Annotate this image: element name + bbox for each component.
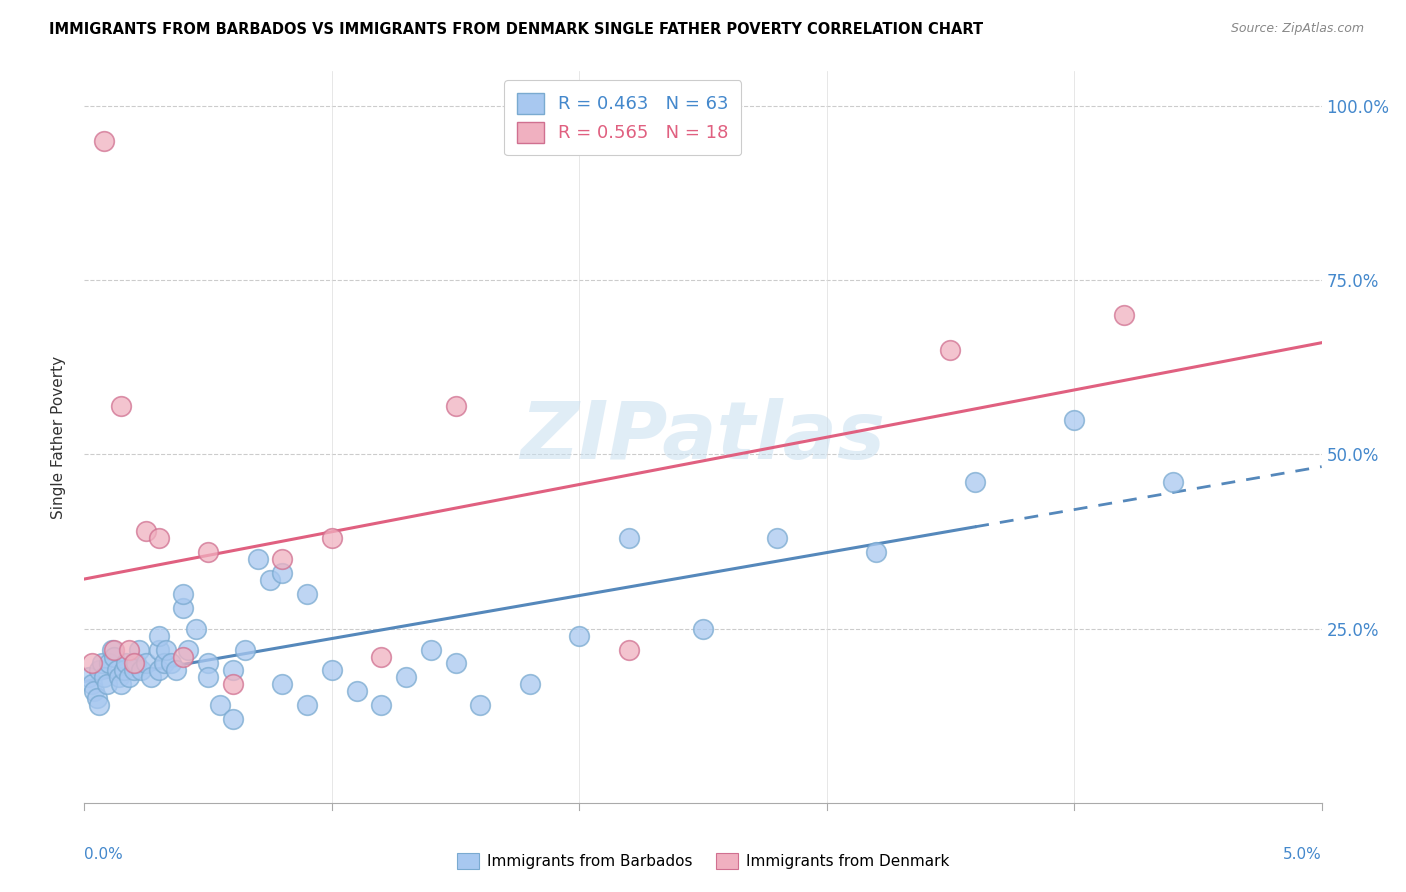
Point xyxy=(79,670,101,684)
Point xyxy=(444,657,467,671)
Point xyxy=(271,552,294,566)
Point xyxy=(172,587,194,601)
Point xyxy=(103,649,125,664)
Point xyxy=(118,670,141,684)
Point xyxy=(965,475,987,490)
Point xyxy=(135,524,157,538)
Point xyxy=(370,649,392,664)
Point xyxy=(108,670,131,684)
Point xyxy=(321,664,343,678)
Point xyxy=(172,649,194,664)
Text: ZIPatlas: ZIPatlas xyxy=(520,398,886,476)
Y-axis label: Single Father Poverty: Single Father Poverty xyxy=(51,356,66,518)
Point xyxy=(692,622,714,636)
Point xyxy=(90,657,112,671)
Point xyxy=(135,657,157,671)
Point xyxy=(222,664,245,678)
Point xyxy=(346,684,368,698)
Point xyxy=(1063,412,1085,426)
Point xyxy=(222,677,245,691)
Point xyxy=(271,566,294,580)
Point xyxy=(519,677,541,691)
Text: 0.0%: 0.0% xyxy=(84,847,124,862)
Point xyxy=(98,657,121,671)
Text: 5.0%: 5.0% xyxy=(1282,847,1322,862)
Point xyxy=(295,587,318,601)
Point xyxy=(103,642,125,657)
Point xyxy=(395,670,418,684)
Point xyxy=(86,691,108,706)
Legend: Immigrants from Barbados, Immigrants from Denmark: Immigrants from Barbados, Immigrants fro… xyxy=(450,847,956,875)
Point xyxy=(110,399,132,413)
Point xyxy=(177,642,200,657)
Point xyxy=(568,629,591,643)
Point xyxy=(80,677,103,691)
Point xyxy=(259,573,281,587)
Point xyxy=(112,664,135,678)
Point xyxy=(1161,475,1184,490)
Point xyxy=(939,343,962,357)
Point xyxy=(122,664,145,678)
Point xyxy=(148,531,170,545)
Point xyxy=(370,698,392,713)
Point xyxy=(321,531,343,545)
Point xyxy=(148,642,170,657)
Point xyxy=(105,664,128,678)
Point xyxy=(148,664,170,678)
Point xyxy=(118,642,141,657)
Point xyxy=(246,552,269,566)
Point xyxy=(96,677,118,691)
Point xyxy=(93,670,115,684)
Point xyxy=(444,399,467,413)
Point xyxy=(148,629,170,643)
Legend: R = 0.463   N = 63, R = 0.565   N = 18: R = 0.463 N = 63, R = 0.565 N = 18 xyxy=(503,80,741,155)
Point xyxy=(197,670,219,684)
Point xyxy=(125,657,148,671)
Point xyxy=(115,657,138,671)
Point xyxy=(80,657,103,671)
Point xyxy=(1112,308,1135,322)
Point xyxy=(172,600,194,615)
Point xyxy=(271,677,294,691)
Point xyxy=(233,642,256,657)
Point xyxy=(617,642,640,657)
Point xyxy=(197,545,219,559)
Point xyxy=(155,642,177,657)
Point xyxy=(419,642,441,657)
Text: IMMIGRANTS FROM BARBADOS VS IMMIGRANTS FROM DENMARK SINGLE FATHER POVERTY CORREL: IMMIGRANTS FROM BARBADOS VS IMMIGRANTS F… xyxy=(49,22,983,37)
Point xyxy=(83,684,105,698)
Point xyxy=(152,657,174,671)
Point xyxy=(129,664,152,678)
Text: Source: ZipAtlas.com: Source: ZipAtlas.com xyxy=(1230,22,1364,36)
Point xyxy=(128,642,150,657)
Point xyxy=(122,657,145,671)
Point xyxy=(184,622,207,636)
Point xyxy=(141,670,163,684)
Point xyxy=(470,698,492,713)
Point xyxy=(100,642,122,657)
Point xyxy=(865,545,887,559)
Point xyxy=(160,657,183,671)
Point xyxy=(89,698,111,713)
Point xyxy=(766,531,789,545)
Point xyxy=(222,712,245,726)
Point xyxy=(209,698,232,713)
Point xyxy=(197,657,219,671)
Point xyxy=(165,664,187,678)
Point xyxy=(93,134,115,148)
Point xyxy=(295,698,318,713)
Point xyxy=(89,664,111,678)
Point xyxy=(617,531,640,545)
Point xyxy=(110,677,132,691)
